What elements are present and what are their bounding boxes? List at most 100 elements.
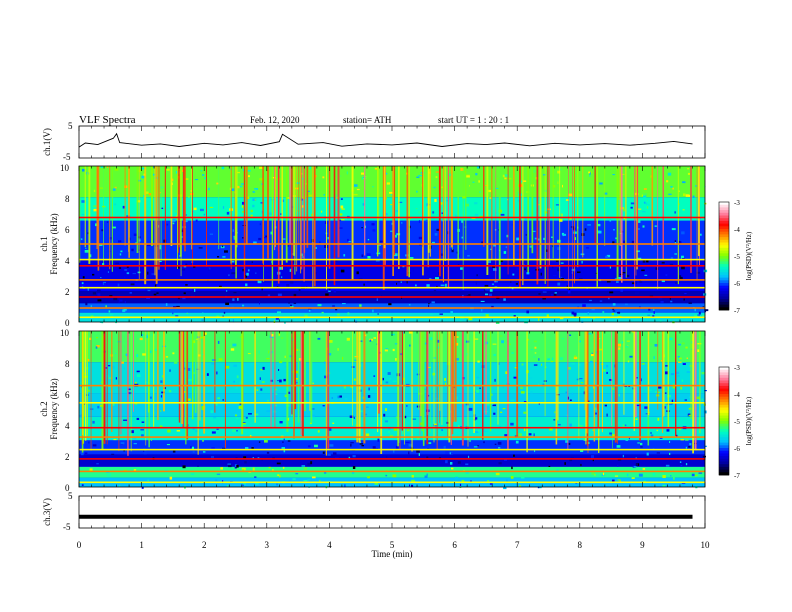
- spectrogram-speckle: [353, 193, 358, 196]
- spectrogram-speckle: [533, 340, 537, 343]
- spectrogram-speckle: [259, 223, 261, 226]
- spectrogram-speckle: [231, 306, 234, 308]
- spectrogram-speckle: [660, 360, 663, 362]
- spectrogram-speckle: [549, 380, 551, 383]
- spectrogram-speckle: [408, 304, 411, 306]
- spectrogram-speckle: [252, 198, 257, 201]
- spectrogram-speckle: [180, 229, 184, 233]
- spectrogram-speckle: [523, 401, 527, 403]
- spectrogram-speckle: [215, 479, 218, 482]
- spectrogram-speckle: [591, 472, 595, 475]
- spectrogram-speckle: [112, 365, 115, 369]
- spectrogram-speckle: [587, 312, 589, 315]
- spectrogram-line-3: [79, 448, 705, 451]
- spectrogram-speckle: [311, 408, 315, 410]
- spectrogram-burst: [568, 166, 569, 290]
- spectrogram-speckle: [593, 407, 598, 410]
- spectrogram-speckle: [492, 343, 497, 345]
- spectrogram-speckle: [159, 425, 163, 428]
- spectrogram-speckle: [172, 219, 176, 222]
- spectrogram-speckle: [118, 301, 120, 303]
- spectrogram-burst: [88, 166, 91, 264]
- ch1-ytick-top: 5: [68, 121, 73, 131]
- spectrogram-burst: [392, 166, 394, 276]
- spectrogram-speckle: [631, 282, 635, 285]
- spectrogram-speckle: [468, 317, 473, 321]
- spectrogram-speckle: [260, 388, 263, 391]
- spectrogram-speckle: [405, 441, 410, 443]
- spectrogram-burst: [153, 331, 155, 427]
- spectrogram-speckle: [160, 395, 163, 398]
- time-tick-label-3: 3: [265, 540, 270, 550]
- spectrogram-burst: [310, 331, 313, 424]
- spectrogram-speckle: [227, 463, 231, 465]
- spectrogram-speckle: [696, 396, 700, 400]
- spectrogram-burst: [154, 166, 156, 276]
- spectrogram-speckle: [480, 407, 483, 410]
- spectrogram-burst: [304, 331, 306, 412]
- spectrogram-speckle: [465, 403, 469, 406]
- spectrogram-speckle: [344, 398, 348, 400]
- spectrogram-speckle: [628, 395, 632, 398]
- spectrogram-speckle: [594, 474, 596, 476]
- spectrogram-speckle: [691, 473, 695, 477]
- spectrogram-speckle: [672, 386, 676, 389]
- spectrogram-speckle: [472, 181, 475, 183]
- spectrogram-speckle: [342, 356, 344, 360]
- spectrogram-speckle: [526, 272, 530, 275]
- spectrogram-speckle: [611, 387, 615, 390]
- spectrogram-speckle: [682, 342, 685, 345]
- spectrogram-speckle: [388, 303, 392, 306]
- spectrogram-burst: [82, 331, 83, 436]
- spectrogram-speckle: [427, 366, 431, 368]
- spectrogram-speckle: [504, 434, 508, 437]
- spectrogram-burst: [422, 166, 423, 247]
- spectrogram-burst: [294, 166, 296, 275]
- spectrogram-burst: [243, 166, 246, 280]
- spectrogram-speckle: [85, 367, 89, 370]
- spectrogram-speckle: [193, 265, 196, 268]
- spectrogram-speckle: [155, 348, 157, 351]
- spectrogram-speckle: [520, 391, 525, 394]
- spectrogram-speckle: [435, 171, 440, 173]
- spectrogram-speckle: [136, 200, 141, 203]
- spectrogram-burst: [111, 166, 113, 272]
- colorbar-step: [719, 429, 729, 433]
- ch2-cb-label: log(PSD)(V²/Hz): [745, 396, 753, 445]
- spectrogram-burst: [498, 166, 501, 280]
- spectrogram-speckle: [633, 173, 636, 175]
- spectrogram-speckle: [612, 310, 616, 312]
- spectrogram-speckle: [347, 238, 349, 242]
- spectrogram-speckle: [445, 460, 448, 464]
- spectrogram-speckle: [245, 447, 249, 450]
- spectrogram-speckle: [606, 413, 608, 417]
- spectrogram-speckle: [271, 334, 274, 337]
- spectrogram-speckle: [565, 391, 567, 394]
- spectrogram-speckle: [431, 241, 435, 244]
- spectrogram-speckle: [660, 301, 664, 303]
- spectrogram-speckle: [109, 313, 114, 316]
- spectrogram-speckle: [141, 175, 145, 179]
- spectrogram-speckle: [602, 472, 605, 476]
- spectrogram-burst: [572, 166, 573, 289]
- spectrogram-speckle: [88, 441, 90, 444]
- spectrogram-speckle: [402, 331, 405, 334]
- spectrogram-speckle: [328, 353, 332, 356]
- spectrogram-speckle: [211, 431, 216, 434]
- ch1-spectrogram-panel: 0 2 4 6 8 10 ch.1 Frequency (kHz) -3 -4 …: [39, 163, 753, 328]
- spectrogram-speckle: [123, 469, 127, 472]
- spectrogram-speckle: [630, 202, 635, 205]
- spectrogram-speckle: [118, 240, 122, 243]
- spectrogram-speckle: [374, 382, 376, 386]
- spectrogram-speckle: [491, 283, 494, 285]
- spectrogram-speckle: [685, 463, 688, 466]
- spectrogram-burst: [82, 331, 85, 444]
- spectrogram-speckle: [172, 312, 174, 315]
- spectrogram-burst: [301, 331, 304, 437]
- spectrogram-speckle: [664, 406, 666, 409]
- spectrogram-speckle: [704, 445, 707, 447]
- colorbar-step: [719, 412, 729, 416]
- spectrogram-speckle: [343, 254, 346, 257]
- spectrogram-burst: [274, 166, 276, 247]
- spectrogram-speckle: [640, 442, 643, 446]
